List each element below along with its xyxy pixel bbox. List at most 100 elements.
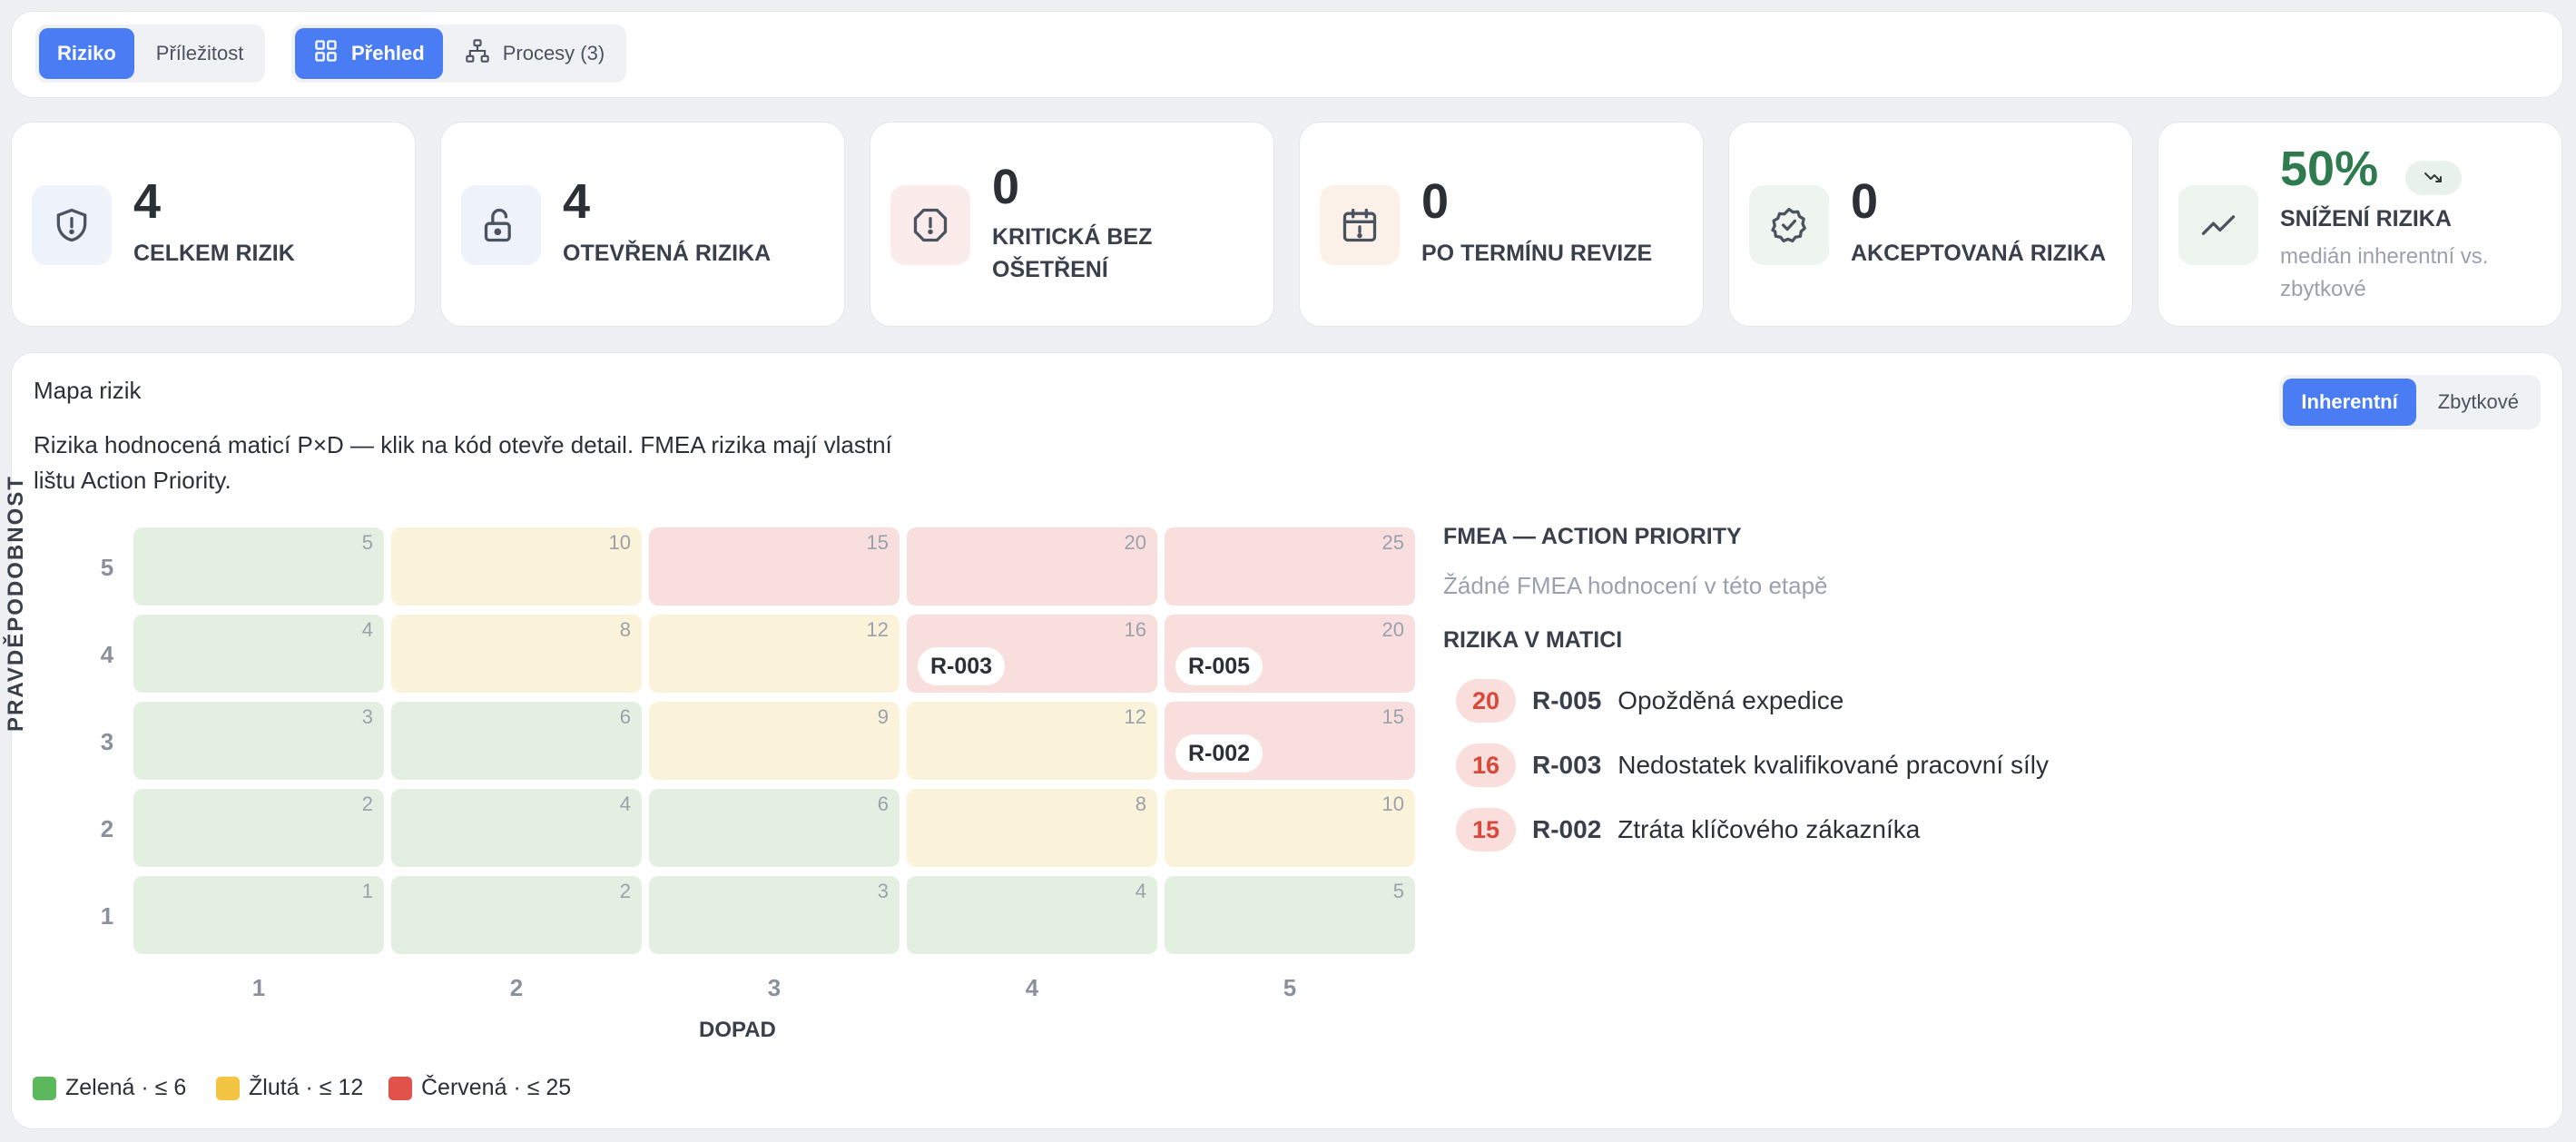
- cell-score: 20: [1124, 531, 1146, 554]
- matrix-cell: 25: [1165, 527, 1415, 605]
- y-axis-label: PRAVDĚPODOBNOST: [4, 475, 28, 732]
- y-tick: 2: [100, 815, 114, 842]
- y-tick: 5: [100, 554, 114, 581]
- cell-score: 8: [1135, 793, 1146, 815]
- stat-value: 0: [1851, 174, 1879, 229]
- cell-score: 15: [1381, 705, 1404, 728]
- stat-card-total: 4 CELKEM RIZIK: [11, 122, 416, 327]
- cell-score: 10: [1381, 793, 1404, 815]
- score-badge: 20: [1456, 679, 1516, 723]
- tab-prehled[interactable]: Přehled: [295, 28, 443, 79]
- matrix-cell: 16 R-003: [907, 615, 1157, 693]
- stat-label: AKCEPTOVANÁ RIZIKA: [1851, 241, 2107, 266]
- matrix-cell: 4: [133, 615, 384, 693]
- matrix-cell: 6: [649, 789, 900, 867]
- matrix-cell: 10: [391, 527, 642, 605]
- matrix-cell: 15 R-002: [1165, 702, 1415, 780]
- stat-value: 50%: [2280, 142, 2379, 196]
- x-tick: 4: [1025, 974, 1039, 1001]
- trend-up-icon: [2178, 185, 2258, 265]
- matrix-cell: 5: [1165, 876, 1415, 954]
- cell-score: 6: [619, 705, 631, 728]
- cell-score: 3: [877, 880, 889, 902]
- matrix-list-item[interactable]: 16 R-003 Nedostatek kvalifikované pracov…: [1456, 742, 2049, 789]
- matrix-cell: 4: [391, 789, 642, 867]
- matrix-cell: 6: [391, 702, 642, 780]
- stat-card-reduction: 50% SNÍŽENÍ RIZIKA medián inherentní vs.…: [2158, 122, 2562, 327]
- stat-label: PO TERMÍNU REVIZE: [1421, 241, 1653, 266]
- legend-label: Zelená · ≤ 6: [65, 1075, 187, 1100]
- matrix-cell: 5: [133, 527, 384, 605]
- legend-swatch: [388, 1076, 412, 1100]
- type-switch: Riziko Příležitost: [35, 25, 266, 83]
- cell-score: 12: [1124, 705, 1146, 728]
- alert-icon: [890, 185, 970, 265]
- legend-label: Červená · ≤ 25: [421, 1075, 572, 1100]
- cell-score: 4: [619, 793, 631, 815]
- hierarchy-icon: [465, 38, 490, 69]
- matrix-list-item[interactable]: 15 R-002 Ztráta klíčového zákazníka: [1456, 806, 1920, 853]
- stat-sublabel: medián inherentní vs. zbytkové: [2280, 244, 2489, 301]
- x-tick: 2: [509, 974, 524, 1001]
- x-tick: 5: [1283, 974, 1297, 1001]
- stat-value: 0: [992, 160, 1020, 214]
- cell-score: 16: [1124, 618, 1146, 641]
- cell-score: 4: [1135, 880, 1146, 902]
- trend-down-icon: [2405, 161, 2462, 195]
- toggle-inherentni[interactable]: Inherentní: [2283, 379, 2416, 426]
- legend-swatch: [216, 1076, 240, 1100]
- matrix-cell: 15: [649, 527, 900, 605]
- stat-card-accepted: 0 AKCEPTOVANÁ RIZIKA: [1728, 122, 2133, 327]
- matrix-cell: 2: [133, 789, 384, 867]
- cell-score: 8: [619, 618, 631, 641]
- unlock-icon: [461, 185, 541, 265]
- stat-value: 4: [133, 174, 162, 229]
- stat-label: CELKEM RIZIK: [133, 241, 295, 266]
- cell-score: 25: [1381, 531, 1404, 554]
- matrix-cell: 8: [391, 615, 642, 693]
- matrix-cell: 1: [133, 876, 384, 954]
- fmea-heading: FMEA — ACTION PRIORITY: [1443, 524, 1742, 549]
- cell-score: 15: [866, 531, 889, 554]
- cell-score: 12: [866, 618, 889, 641]
- legend-label: Žlutá · ≤ 12: [249, 1075, 364, 1100]
- risk-chip[interactable]: R-002: [1175, 734, 1263, 773]
- matrix-cell: 3: [649, 876, 900, 954]
- cell-score: 10: [608, 531, 631, 554]
- stat-card-open: 4 OTEVŘENÁ RIZIKA: [440, 122, 845, 327]
- tab-riziko[interactable]: Riziko: [39, 28, 134, 79]
- tab-prilezitost[interactable]: Příležitost: [155, 42, 244, 64]
- risk-chip[interactable]: R-003: [918, 647, 1006, 685]
- risk-code[interactable]: R-005: [1532, 686, 1602, 714]
- risk-map-title: Mapa rizik: [34, 377, 142, 404]
- toggle-zbytkove[interactable]: Zbytkové: [2437, 390, 2519, 413]
- legend-red: Červená · ≤ 25: [388, 1075, 571, 1101]
- risk-chip[interactable]: R-005: [1175, 647, 1263, 685]
- calendar-icon: [1320, 185, 1400, 265]
- cell-score: 20: [1381, 618, 1404, 641]
- stat-card-overdue: 0 PO TERMÍNU REVIZE: [1299, 122, 1704, 327]
- matrix-cell: 12: [907, 702, 1157, 780]
- cell-score: 2: [361, 793, 373, 815]
- cell-score: 1: [361, 880, 373, 902]
- score-badge: 15: [1456, 808, 1516, 852]
- risk-code[interactable]: R-003: [1532, 751, 1602, 779]
- matrix-cell: 9: [649, 702, 900, 780]
- matrix-cell: 8: [907, 789, 1157, 867]
- legend-swatch: [33, 1076, 56, 1100]
- matrix-cell: 20: [907, 527, 1157, 605]
- matrix-cell: 20 R-005: [1165, 615, 1415, 693]
- score-badge: 16: [1456, 743, 1516, 787]
- inherent-residual-toggle: Inherentní Zbytkové: [2279, 375, 2541, 429]
- legend-green: Zelená · ≤ 6: [33, 1075, 186, 1101]
- risk-map-description: Rizika hodnocená maticí P×D — klik na kó…: [34, 431, 892, 494]
- tab-procesy[interactable]: Procesy (3): [447, 28, 623, 79]
- matrix-list-item[interactable]: 20 R-005 Opožděná expedice: [1456, 677, 1844, 724]
- cell-score: 2: [619, 880, 631, 902]
- matrix-cell: 3: [133, 702, 384, 780]
- risk-code[interactable]: R-002: [1532, 815, 1602, 843]
- grid-icon: [313, 38, 339, 69]
- tab-procesy-label: Procesy (3): [502, 42, 605, 64]
- legend-yellow: Žlutá · ≤ 12: [216, 1075, 363, 1101]
- stat-value: 4: [563, 174, 591, 229]
